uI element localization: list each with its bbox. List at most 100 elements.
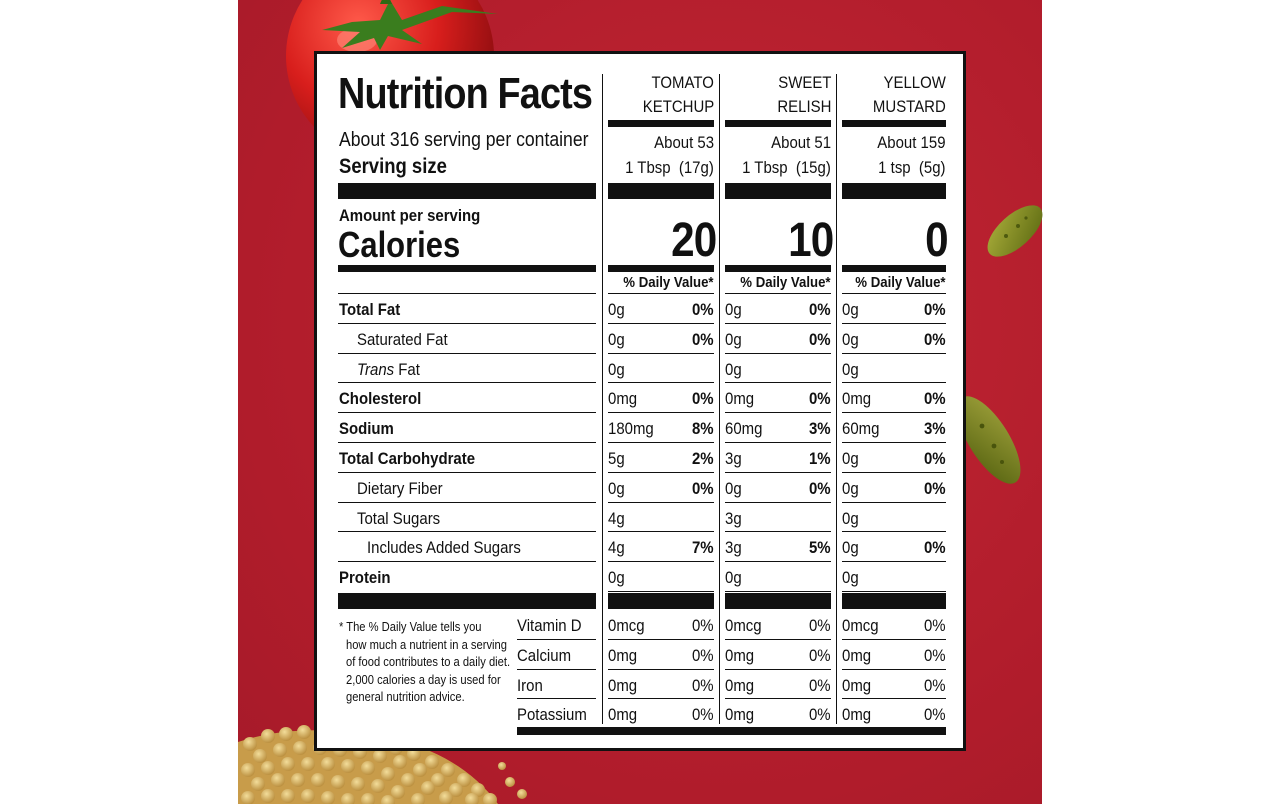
daily-value-header: % Daily Value* [623,274,714,291]
footnote-line: general nutrition advice. [346,689,465,704]
row-rule [842,412,946,414]
row-rule [608,531,714,533]
row-rule [842,442,946,443]
nutrient-amount: 4g [608,538,625,558]
nutrient-amount: 0g [725,568,742,588]
nutrient-amount: 4g [608,508,625,528]
nutrient-label: Total Fat [339,300,401,319]
nutrient-dv-percent: 3% [809,419,831,439]
nutrient-amount: 0g [608,300,625,319]
product-name: RELISH [776,97,831,116]
row-rule [725,471,831,473]
vitamin-label: Iron [517,675,543,695]
vitamin-dv-percent: 0% [692,616,714,635]
medium-rule [338,265,596,272]
nutrient-label: Protein [339,568,391,588]
row-rule [842,268,946,269]
row-rule [842,698,946,700]
footnote-line: 2,000 calories a day is used for [346,671,501,687]
nutrient-dv-percent: 0% [924,449,946,468]
footnote-line: how much a nutrient in a serving [346,636,507,652]
nutrient-amount: 0g [842,359,859,379]
row-rule [338,531,596,533]
row-rule [725,293,831,294]
nutrient-amount: 0g [725,359,742,379]
column-divider [719,74,720,724]
product-name: SWEET [777,73,831,92]
thick-rule [608,183,714,199]
row-rule [608,322,714,324]
row-rule [725,638,831,640]
row-rule [842,293,946,294]
row-rule [608,268,714,269]
row-rule [517,638,596,640]
servings-per-container: About 316 serving per container [339,129,589,151]
row-rule [725,531,831,533]
row-rule [725,322,831,324]
vitamin-label: Potassium [517,705,587,725]
row-rule [338,382,596,384]
medium-rule [842,120,946,127]
vitamin-dv-percent: 0% [692,675,714,695]
product-calories: 0 [925,214,948,267]
nutrient-amount: 0g [608,568,625,588]
product-serving-size: 1 tsp (5g) [878,158,946,177]
nutrient-label: Cholesterol [339,389,422,409]
vitamin-amount: 0mcg [608,616,645,635]
nutrient-amount: 3g [725,508,742,528]
label-title: Nutrition Facts [338,69,593,118]
row-rule [842,382,946,384]
nutrient-dv-percent: 0% [924,329,946,349]
row-rule [725,561,831,563]
nutrient-dv-percent: 0% [809,300,831,319]
nutrient-amount: 3g [725,538,742,558]
row-rule [842,591,946,592]
row-rule [338,501,596,503]
vitamin-dv-percent: 0% [692,705,714,725]
row-rule [608,501,714,503]
vitamin-amount: 0mg [608,705,638,725]
vitamin-amount: 0mg [725,705,755,725]
vitamin-label: Calcium [517,645,572,665]
row-rule [338,293,596,294]
nutrient-amount: 0g [608,329,625,349]
row-rule [842,561,946,563]
nutrient-amount: 0g [842,329,859,349]
nutrient-amount: 0g [842,478,859,498]
thick-rule [842,593,946,609]
vitamin-amount: 0mg [608,675,638,695]
row-rule [608,352,714,354]
nutrient-label: Trans Fat [357,361,420,378]
nutrient-dv-percent: 0% [809,478,831,498]
row-rule [338,322,596,324]
row-rule [842,352,946,354]
row-rule [842,668,946,670]
nutrient-dv-percent: 0% [692,389,714,409]
row-rule [608,412,714,414]
nutrient-label: Includes Added Sugars [367,538,521,558]
row-rule [725,442,831,443]
vitamin-amount: 0mg [842,705,872,725]
row-rule [338,412,596,414]
nutrient-label: Total Sugars [357,508,441,528]
nutrient-dv-percent: 0% [924,538,946,558]
nutrient-amount: 60mg [725,419,763,439]
row-rule [725,268,831,269]
nutrient-amount: 0g [842,568,859,588]
row-rule [517,668,596,670]
vitamin-dv-percent: 0% [924,616,946,635]
product-servings: About 51 [771,133,831,152]
vitamin-dv-percent: 0% [809,616,831,635]
column-divider [602,74,603,724]
thick-rule [338,593,596,609]
vitamin-dv-percent: 0% [924,645,946,665]
row-rule [842,531,946,533]
pickle-icon [987,205,1043,257]
nutrient-dv-percent: 0% [924,300,946,319]
row-rule [725,412,831,414]
row-rule [608,442,714,443]
mustard-seeds-icon [238,725,527,804]
nutrient-dv-percent: 0% [692,300,714,319]
vitamin-dv-percent: 0% [809,705,831,725]
nutrient-label: Total Carbohydrate [339,449,476,468]
